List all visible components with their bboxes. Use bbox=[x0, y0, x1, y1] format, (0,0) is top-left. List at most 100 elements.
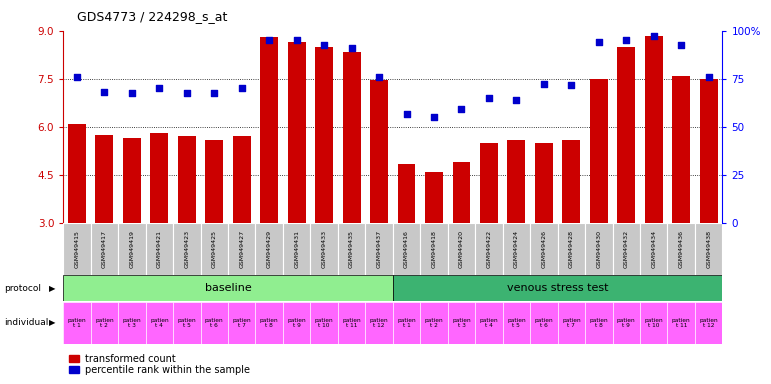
Text: GSM949429: GSM949429 bbox=[267, 230, 271, 268]
Text: patien
t 6: patien t 6 bbox=[205, 318, 224, 328]
Text: GSM949424: GSM949424 bbox=[514, 230, 519, 268]
Point bbox=[456, 106, 468, 112]
Text: patien
t 1: patien t 1 bbox=[397, 318, 416, 328]
Bar bbox=[535, 143, 553, 223]
Text: GSM949425: GSM949425 bbox=[212, 230, 217, 268]
Point bbox=[373, 74, 386, 80]
Text: patien
t 3: patien t 3 bbox=[452, 318, 471, 328]
FancyBboxPatch shape bbox=[503, 302, 530, 344]
Text: patien
t 8: patien t 8 bbox=[590, 318, 608, 328]
Text: patien
t 2: patien t 2 bbox=[425, 318, 443, 328]
Text: protocol: protocol bbox=[4, 284, 41, 293]
FancyBboxPatch shape bbox=[448, 223, 475, 275]
Bar bbox=[69, 366, 79, 373]
Bar bbox=[398, 164, 416, 223]
Text: GSM949436: GSM949436 bbox=[678, 230, 684, 268]
Text: percentile rank within the sample: percentile rank within the sample bbox=[85, 365, 250, 375]
Text: patien
t 2: patien t 2 bbox=[95, 318, 114, 328]
Text: patien
t 7: patien t 7 bbox=[562, 318, 581, 328]
FancyBboxPatch shape bbox=[200, 302, 228, 344]
Text: patien
t 10: patien t 10 bbox=[645, 318, 663, 328]
FancyBboxPatch shape bbox=[448, 302, 475, 344]
Point bbox=[400, 111, 412, 117]
FancyBboxPatch shape bbox=[311, 223, 338, 275]
Text: GSM949418: GSM949418 bbox=[432, 230, 436, 268]
Point bbox=[153, 85, 166, 91]
FancyBboxPatch shape bbox=[530, 223, 557, 275]
Text: GSM949416: GSM949416 bbox=[404, 230, 409, 268]
Bar bbox=[507, 139, 525, 223]
Bar bbox=[342, 51, 361, 223]
FancyBboxPatch shape bbox=[365, 223, 392, 275]
FancyBboxPatch shape bbox=[118, 223, 146, 275]
Text: patien
t 10: patien t 10 bbox=[315, 318, 334, 328]
Point bbox=[208, 90, 221, 96]
Text: patien
t 4: patien t 4 bbox=[150, 318, 169, 328]
Point bbox=[318, 42, 330, 48]
FancyBboxPatch shape bbox=[365, 302, 392, 344]
Text: GDS4773 / 224298_s_at: GDS4773 / 224298_s_at bbox=[77, 10, 227, 23]
Bar bbox=[645, 36, 663, 223]
Text: GSM949432: GSM949432 bbox=[624, 230, 629, 268]
Text: GSM949428: GSM949428 bbox=[569, 230, 574, 268]
Point bbox=[126, 90, 138, 96]
Point bbox=[345, 45, 358, 51]
Bar bbox=[123, 138, 141, 223]
FancyBboxPatch shape bbox=[695, 302, 722, 344]
FancyBboxPatch shape bbox=[392, 302, 420, 344]
FancyBboxPatch shape bbox=[612, 223, 640, 275]
Text: individual: individual bbox=[4, 318, 49, 328]
Point bbox=[702, 74, 715, 80]
Bar bbox=[590, 79, 608, 223]
FancyBboxPatch shape bbox=[392, 223, 420, 275]
Text: transformed count: transformed count bbox=[85, 354, 176, 364]
Point bbox=[483, 95, 495, 101]
Bar bbox=[700, 79, 718, 223]
Bar bbox=[150, 133, 168, 223]
Text: patien
t 8: patien t 8 bbox=[260, 318, 278, 328]
Bar bbox=[69, 355, 79, 362]
FancyBboxPatch shape bbox=[585, 223, 612, 275]
FancyBboxPatch shape bbox=[668, 302, 695, 344]
FancyBboxPatch shape bbox=[173, 223, 200, 275]
FancyBboxPatch shape bbox=[475, 223, 503, 275]
Text: patien
t 3: patien t 3 bbox=[123, 318, 141, 328]
FancyBboxPatch shape bbox=[557, 302, 585, 344]
FancyBboxPatch shape bbox=[63, 302, 91, 344]
Text: GSM949434: GSM949434 bbox=[651, 230, 656, 268]
Text: GSM949421: GSM949421 bbox=[157, 230, 162, 268]
Text: patien
t 5: patien t 5 bbox=[177, 318, 196, 328]
Bar bbox=[96, 135, 113, 223]
Bar bbox=[288, 42, 305, 223]
Bar bbox=[562, 139, 581, 223]
FancyBboxPatch shape bbox=[530, 302, 557, 344]
FancyBboxPatch shape bbox=[255, 223, 283, 275]
Bar bbox=[315, 47, 333, 223]
FancyBboxPatch shape bbox=[63, 275, 392, 301]
FancyBboxPatch shape bbox=[311, 302, 338, 344]
Point bbox=[675, 42, 688, 48]
Point bbox=[648, 33, 660, 39]
Text: patien
t 11: patien t 11 bbox=[672, 318, 691, 328]
Text: GSM949420: GSM949420 bbox=[459, 230, 464, 268]
Text: patien
t 7: patien t 7 bbox=[232, 318, 251, 328]
Text: patien
t 11: patien t 11 bbox=[342, 318, 361, 328]
FancyBboxPatch shape bbox=[392, 275, 722, 301]
Bar bbox=[480, 143, 498, 223]
FancyBboxPatch shape bbox=[173, 302, 200, 344]
Text: GSM949419: GSM949419 bbox=[130, 230, 134, 268]
Point bbox=[98, 88, 110, 94]
Text: ▶: ▶ bbox=[49, 284, 55, 293]
FancyBboxPatch shape bbox=[200, 223, 228, 275]
Text: patien
t 12: patien t 12 bbox=[699, 318, 718, 328]
FancyBboxPatch shape bbox=[228, 223, 255, 275]
Text: GSM949415: GSM949415 bbox=[75, 230, 79, 268]
Point bbox=[537, 81, 550, 87]
Point bbox=[263, 37, 275, 43]
Text: ▶: ▶ bbox=[49, 318, 55, 328]
Text: patien
t 5: patien t 5 bbox=[507, 318, 526, 328]
Bar bbox=[68, 124, 86, 223]
FancyBboxPatch shape bbox=[557, 223, 585, 275]
Text: GSM949423: GSM949423 bbox=[184, 230, 190, 268]
FancyBboxPatch shape bbox=[91, 302, 118, 344]
